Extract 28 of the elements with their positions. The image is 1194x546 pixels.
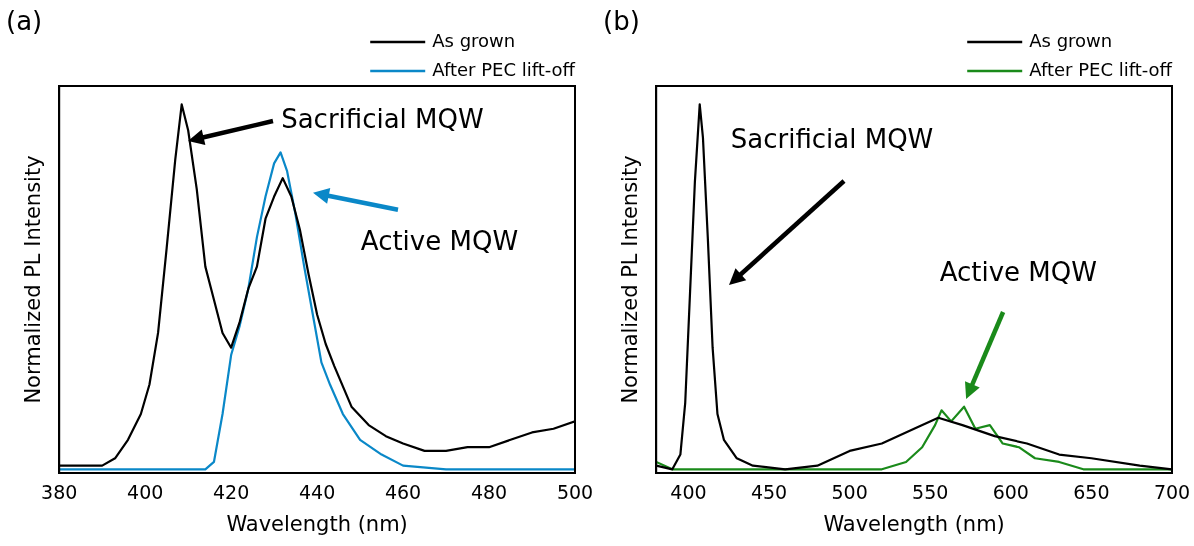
annotation: Sacrificial MQW xyxy=(730,123,934,154)
x-tick-label: 440 xyxy=(298,481,336,504)
legend-label: As grown xyxy=(432,29,516,51)
x-tick-label: 400 xyxy=(127,481,164,504)
x-axis-title: Wavelength (nm) xyxy=(823,511,1005,536)
chart-title: (b) xyxy=(603,5,640,36)
chart-title: (a) xyxy=(6,5,43,36)
x-tick-label: 400 xyxy=(670,481,707,504)
x-tick-label: 460 xyxy=(384,481,422,504)
y-axis-title: Normalized PL Intensity xyxy=(21,155,46,404)
x-tick-label: 450 xyxy=(750,481,788,504)
x-tick-label: 420 xyxy=(213,481,250,504)
legend-label: After PEC lift-off xyxy=(1029,58,1173,80)
legend-label: After PEC lift-off xyxy=(432,58,576,80)
legend-label: As grown xyxy=(1029,29,1113,51)
x-axis-title: Wavelength (nm) xyxy=(226,511,408,536)
x-tick-label: 700 xyxy=(1153,481,1191,504)
x-tick-label: 500 xyxy=(556,481,594,504)
x-tick-label: 480 xyxy=(470,481,508,504)
annotation: Active MQW xyxy=(360,225,519,256)
x-tick-label: 600 xyxy=(992,481,1029,504)
annotation: Active MQW xyxy=(939,257,1097,288)
x-tick-label: 650 xyxy=(1073,481,1110,504)
x-tick-label: 550 xyxy=(912,481,949,504)
x-tick-label: 500 xyxy=(831,481,868,504)
annotation: Sacrificial MQW xyxy=(281,104,484,135)
y-axis-title: Normalized PL Intensity xyxy=(618,155,643,404)
x-tick-label: 380 xyxy=(41,481,78,504)
